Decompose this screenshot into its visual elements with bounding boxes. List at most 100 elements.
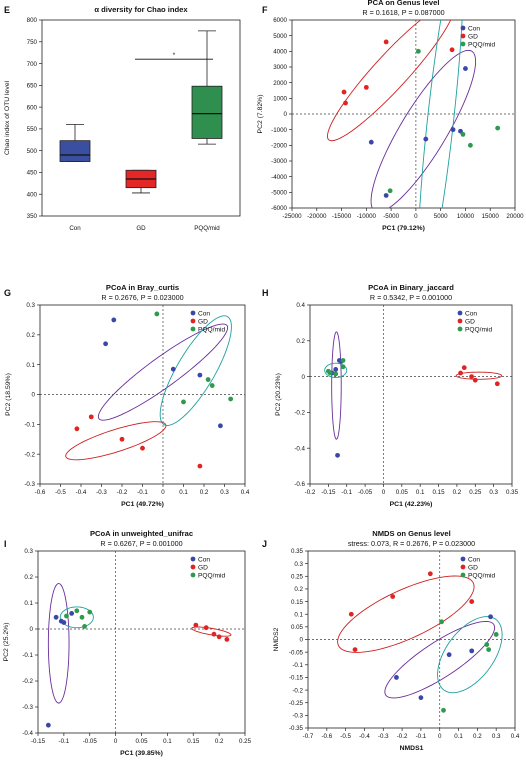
legend-label: GD: [465, 318, 475, 325]
x-tick-label: -0.7: [303, 733, 314, 740]
x-tick-label: -0.1: [59, 738, 70, 745]
y-tick-label: 400: [27, 191, 38, 198]
y-tick-label: -0.4: [22, 730, 33, 737]
y-tick-label: 0.15: [291, 599, 304, 606]
y-tick-label: -4000: [271, 174, 287, 181]
point-pqq-mid: [82, 624, 87, 629]
ellipse-gd: [65, 421, 167, 461]
point-con: [53, 614, 59, 620]
y-tick-label: 800: [27, 17, 38, 24]
y-tick-label: -3000: [271, 158, 287, 165]
y-tick-label: 650: [27, 83, 38, 90]
y-tick-label: 0: [32, 392, 36, 399]
chart-subtitle: R = 0.1618, P = 0.087000: [362, 8, 444, 17]
x-tick-label: 0: [414, 213, 418, 220]
y-tick-label: 350: [27, 213, 38, 220]
y-tick-label: 0.1: [294, 611, 303, 618]
y-tick-label: 0.3: [26, 302, 35, 309]
legend-marker-pqq-mid: [190, 572, 196, 578]
y-tick-label: 700: [27, 61, 38, 68]
x-tick-label: 0.3: [220, 489, 229, 496]
plot-marks: [327, 20, 501, 208]
legend-label: Con: [198, 310, 210, 317]
point-pqq-mid: [460, 131, 466, 137]
legend-marker-pqq-mid: [460, 41, 466, 47]
point-pqq-mid: [79, 614, 85, 620]
point-pqq-mid: [441, 707, 446, 713]
y-tick-label: -6000: [271, 205, 287, 212]
point-gd: [193, 622, 199, 628]
point-gd: [119, 436, 125, 442]
significance-label: *: [173, 52, 176, 59]
panel-letter: J: [262, 539, 267, 549]
ellipse-con: [47, 583, 70, 704]
y-tick-label: -1000: [271, 127, 287, 134]
x-tick-label: -0.6: [35, 489, 46, 496]
x-tick-label: -0.4: [359, 733, 370, 740]
point-gd: [343, 100, 348, 106]
x-tick-label: 0.2: [215, 738, 224, 745]
point-gd: [469, 374, 474, 379]
x-tick-label: 0.4: [241, 489, 250, 496]
y-tick-label: 0.1: [24, 600, 33, 607]
plot-frame: [41, 19, 241, 217]
legend-marker-con: [460, 25, 466, 31]
point-gd: [458, 370, 463, 376]
legend-marker-pqq-mid: [460, 572, 466, 578]
point-pqq-mid: [387, 188, 393, 194]
point-gd: [469, 599, 475, 604]
point-con: [197, 372, 203, 378]
x-tick-label: 0.15: [187, 738, 200, 745]
y-tick-label: 500: [27, 148, 38, 155]
x-tick-label: GD: [136, 225, 146, 232]
point-con: [61, 620, 67, 625]
point-con: [488, 614, 493, 620]
point-pqq-mid: [495, 125, 501, 131]
chart-subtitle: R = 0.2676, P = 0.023000: [101, 293, 183, 302]
y-tick-label: 0.3: [24, 548, 33, 555]
point-gd: [348, 611, 354, 617]
y-tick-label: -0.4: [294, 445, 305, 452]
x-tick-label: -20000: [307, 213, 327, 220]
panel-letter: H: [262, 288, 269, 298]
point-pqq-mid: [181, 399, 186, 405]
y-tick-label: 5000: [273, 33, 287, 40]
point-pqq-mid: [484, 642, 490, 647]
point-gd: [383, 39, 389, 45]
plot-marks: [337, 571, 503, 713]
x-tick-label: Con: [69, 225, 81, 232]
box-pqq-mid: [191, 30, 223, 145]
x-tick-label: 0.25: [239, 738, 252, 745]
y-tick-label: 0.1: [26, 362, 35, 369]
point-con: [333, 367, 339, 372]
point-pqq-mid: [87, 609, 93, 615]
point-gd: [449, 47, 455, 53]
point-pqq-mid: [74, 608, 80, 614]
x-tick-label: 0.05: [396, 489, 409, 496]
point-pqq-mid: [340, 364, 346, 370]
point-gd: [341, 89, 347, 95]
x-tick-label: -15000: [332, 213, 352, 220]
legend-marker-con: [460, 556, 466, 562]
x-axis-label: PC1 (79.12%): [382, 225, 425, 232]
legend-marker-gd: [457, 318, 463, 324]
y-tick-label: -0.2: [294, 410, 305, 417]
ellipse-gd: [455, 371, 503, 380]
point-pqq-mid: [325, 368, 331, 374]
x-axis-label: PC1 (49.72%): [121, 501, 164, 508]
x-tick-label: 0.2: [473, 733, 482, 740]
point-gd: [216, 634, 222, 640]
y-tick-label: -0.05: [289, 649, 304, 656]
point-con: [383, 193, 389, 198]
x-tick-label: -0.2: [117, 489, 128, 496]
point-con: [394, 675, 399, 680]
point-gd: [352, 647, 358, 653]
y-tick-label: 3000: [273, 64, 287, 71]
legend-label: PQQ/mid: [198, 572, 225, 579]
